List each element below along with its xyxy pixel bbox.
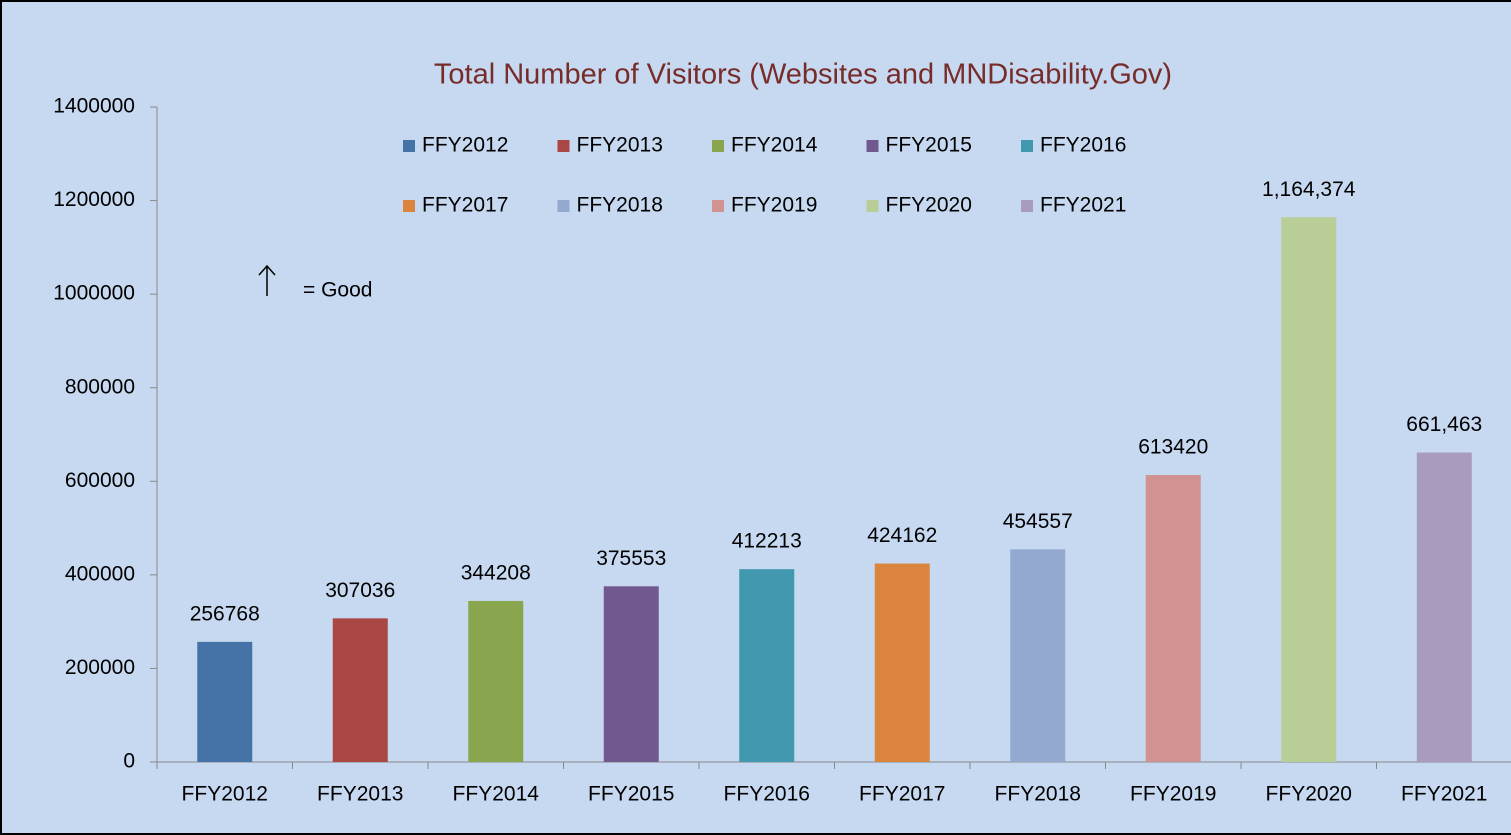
legend-label: FFY2016: [1040, 134, 1126, 157]
value-label: 613420: [1138, 436, 1208, 459]
legend-label: FFY2015: [886, 134, 972, 157]
legend-label: FFY2021: [1040, 194, 1126, 217]
bar: [1416, 452, 1472, 762]
x-tick-label: FFY2020: [1266, 783, 1352, 806]
legend-swatch: [712, 200, 724, 212]
x-tick-label: FFY2014: [453, 783, 540, 806]
x-tick-label: FFY2012: [182, 783, 268, 806]
legend-label: FFY2018: [577, 194, 663, 217]
value-label: 307036: [325, 579, 395, 602]
bar: [332, 618, 388, 762]
legend-swatch: [1021, 200, 1033, 212]
legend-swatch: [403, 200, 415, 212]
y-tick-label: 200000: [65, 656, 135, 679]
legend-label: FFY2012: [422, 134, 508, 157]
legend-swatch: [866, 200, 879, 212]
bar: [468, 600, 524, 762]
chart-title: Total Number of Visitors (Websites and M…: [434, 59, 1172, 91]
annotation: = Good: [303, 279, 372, 302]
value-label: 454557: [1003, 510, 1073, 533]
legend-label: FFY2020: [886, 194, 972, 217]
value-label: 661,463: [1406, 413, 1482, 436]
y-tick-label: 0: [123, 750, 135, 773]
legend-swatch: [403, 140, 415, 152]
x-tick-label: FFY2019: [1130, 783, 1216, 806]
legend-label: FFY2017: [422, 194, 508, 217]
bar: [1145, 475, 1201, 762]
value-label: 344208: [461, 562, 531, 585]
x-tick-label: FFY2017: [859, 783, 945, 806]
legend-swatch: [557, 140, 570, 152]
bar: [874, 563, 930, 762]
y-tick-label: 1400000: [53, 95, 135, 118]
x-tick-label: FFY2018: [995, 783, 1081, 806]
bar: [1281, 217, 1337, 762]
x-tick-label: FFY2013: [317, 783, 403, 806]
bar: [603, 586, 659, 762]
y-tick-label: 1000000: [53, 282, 135, 305]
value-label: 1,164,374: [1262, 178, 1356, 201]
legend-swatch: [557, 200, 570, 212]
x-tick-label: FFY2021: [1401, 783, 1487, 806]
legend-label: FFY2014: [731, 134, 818, 157]
x-tick-label: FFY2015: [588, 783, 674, 806]
legend-swatch: [1021, 140, 1033, 152]
bar: [1010, 549, 1066, 762]
value-label: 424162: [867, 524, 937, 547]
bar: [739, 569, 795, 762]
y-tick-label: 400000: [65, 562, 135, 585]
bar: [197, 641, 253, 762]
y-tick-label: 1200000: [53, 188, 135, 211]
legend-swatch: [712, 140, 724, 152]
y-tick-label: 800000: [65, 375, 135, 398]
x-tick-label: FFY2016: [724, 783, 810, 806]
good-arrow: [258, 264, 276, 296]
legend-label: FFY2013: [577, 134, 663, 157]
legend-swatch: [866, 140, 879, 152]
y-tick-label: 600000: [65, 469, 135, 492]
legend-label: FFY2019: [731, 194, 817, 217]
value-label: 256768: [190, 602, 260, 625]
value-label: 375553: [596, 547, 666, 570]
value-label: 412213: [732, 530, 802, 553]
